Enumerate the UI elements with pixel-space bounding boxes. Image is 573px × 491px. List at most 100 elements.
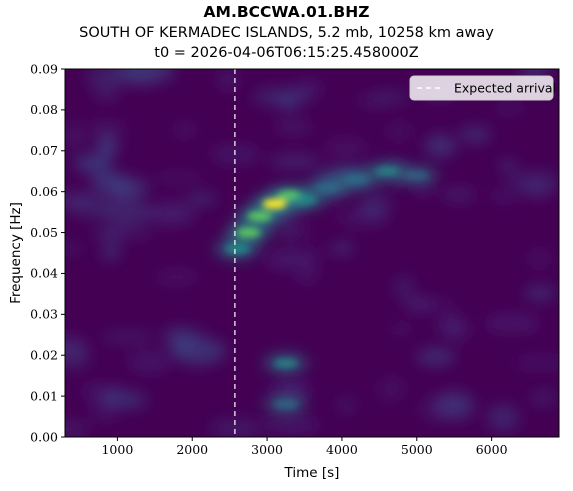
noise-blob [155, 271, 199, 283]
plot-frame [64, 68, 560, 438]
feature-point [225, 243, 250, 254]
noise-blob [65, 422, 89, 436]
x-tick-label: 3000 [251, 442, 283, 457]
noise-blob [269, 154, 320, 169]
noise-blob [74, 154, 112, 173]
legend: Expected arrival [409, 75, 556, 101]
noise-blob [100, 201, 153, 225]
chart-subtitle: SOUTH OF KERMADEC ISLANDS, 5.2 mb, 10258… [79, 25, 494, 41]
noise-blob [329, 243, 354, 253]
noise-blob [128, 352, 170, 372]
noise-blob [530, 250, 548, 267]
feature-point [292, 194, 317, 205]
noise-blob [186, 193, 217, 205]
noise-blob [99, 193, 119, 205]
noise-blob [395, 276, 414, 300]
noise-blob [405, 296, 434, 312]
noise-blob [161, 326, 206, 343]
noise-blob [96, 135, 119, 158]
noise-blob [442, 188, 476, 201]
noise-blob [506, 170, 559, 192]
y-tick-label: 0.05 [30, 225, 58, 240]
y-tick-label: 0.01 [30, 388, 58, 403]
noise-blob [361, 191, 392, 219]
feature-point [236, 227, 261, 238]
x-tick-label: 1000 [101, 442, 133, 457]
noise-blob [65, 122, 89, 151]
noise-blob [93, 87, 118, 102]
noise-blob [438, 312, 463, 336]
noise-blob [519, 69, 550, 77]
feature-point [344, 174, 369, 185]
noise-blob [253, 87, 312, 107]
noise-blob [219, 69, 238, 91]
noise-texture [65, 69, 559, 437]
y-axis: 0.00 0.01 0.02 0.03 0.04 0.05 0.06 0.07 0.08 0.09 [30, 61, 65, 444]
x-axis-label: Time [s] [284, 465, 340, 481]
chart-title: AM.BCCWA.01.BHZ [203, 3, 370, 21]
y-tick-label: 0.09 [30, 61, 58, 76]
noise-blob [513, 356, 559, 370]
noise-blob [65, 244, 84, 253]
noise-blob [485, 315, 540, 332]
y-tick-label: 0.02 [30, 348, 58, 363]
noise-blob [524, 285, 556, 301]
x-axis: 1000 2000 3000 4000 5000 6000 [101, 437, 508, 457]
noise-blob [101, 332, 155, 342]
noise-blob [101, 390, 147, 409]
noise-blob [530, 392, 557, 404]
y-axis-label: Frequency [Hz] [8, 202, 24, 304]
y-tick-label: 0.08 [30, 102, 58, 117]
noise-blob [93, 228, 127, 239]
y-tick-label: 0.04 [30, 266, 58, 281]
noise-blob [148, 202, 195, 226]
noise-blob [416, 348, 455, 366]
legend-box [409, 75, 554, 101]
feature-point [262, 198, 287, 209]
noise-blob [486, 404, 520, 432]
noise-blob [338, 398, 355, 413]
y-tick-label: 0.06 [30, 184, 58, 199]
noise-blob [393, 322, 411, 336]
noise-blob [296, 269, 318, 282]
noise-blob [419, 396, 456, 422]
noise-blob [282, 378, 303, 397]
legend-label: Expected arrival [454, 81, 556, 96]
noise-blob [425, 134, 457, 157]
y-tick-label: 0.03 [30, 307, 58, 322]
y-tick-label: 0.00 [30, 429, 58, 444]
noise-blob [378, 376, 405, 402]
noise-blob [280, 225, 314, 237]
noise-blob [499, 160, 517, 172]
y-tick-label: 0.07 [30, 143, 58, 158]
noise-blob [210, 418, 263, 437]
noise-blob [102, 241, 120, 261]
x-tick-label: 4000 [326, 442, 358, 457]
noise-blob [325, 137, 368, 159]
noise-blob [153, 172, 205, 184]
noise-blob [110, 177, 149, 201]
feature-point [273, 399, 298, 410]
noise-blob [173, 124, 197, 136]
signal-features [215, 161, 439, 415]
noise-blob [492, 101, 527, 114]
noise-blob [264, 416, 319, 434]
noise-blob [356, 95, 391, 106]
noise-blob [490, 189, 518, 203]
noise-blob [88, 122, 126, 136]
feature-point [374, 166, 399, 177]
noise-blob [275, 119, 313, 134]
chart-subtitle-time: t0 = 2026-04-06T06:15:25.458000Z [154, 45, 419, 61]
noise-blob [65, 347, 91, 370]
feature-point [273, 358, 298, 369]
x-tick-label: 2000 [176, 442, 208, 457]
feature-point [404, 170, 429, 181]
noise-blob [387, 121, 412, 141]
x-tick-label: 5000 [401, 442, 433, 457]
feature-core-layer [225, 166, 429, 410]
x-tick-label: 6000 [476, 442, 508, 457]
noise-blob [106, 69, 156, 87]
noise-blob [459, 126, 491, 143]
noise-blob [264, 248, 320, 270]
